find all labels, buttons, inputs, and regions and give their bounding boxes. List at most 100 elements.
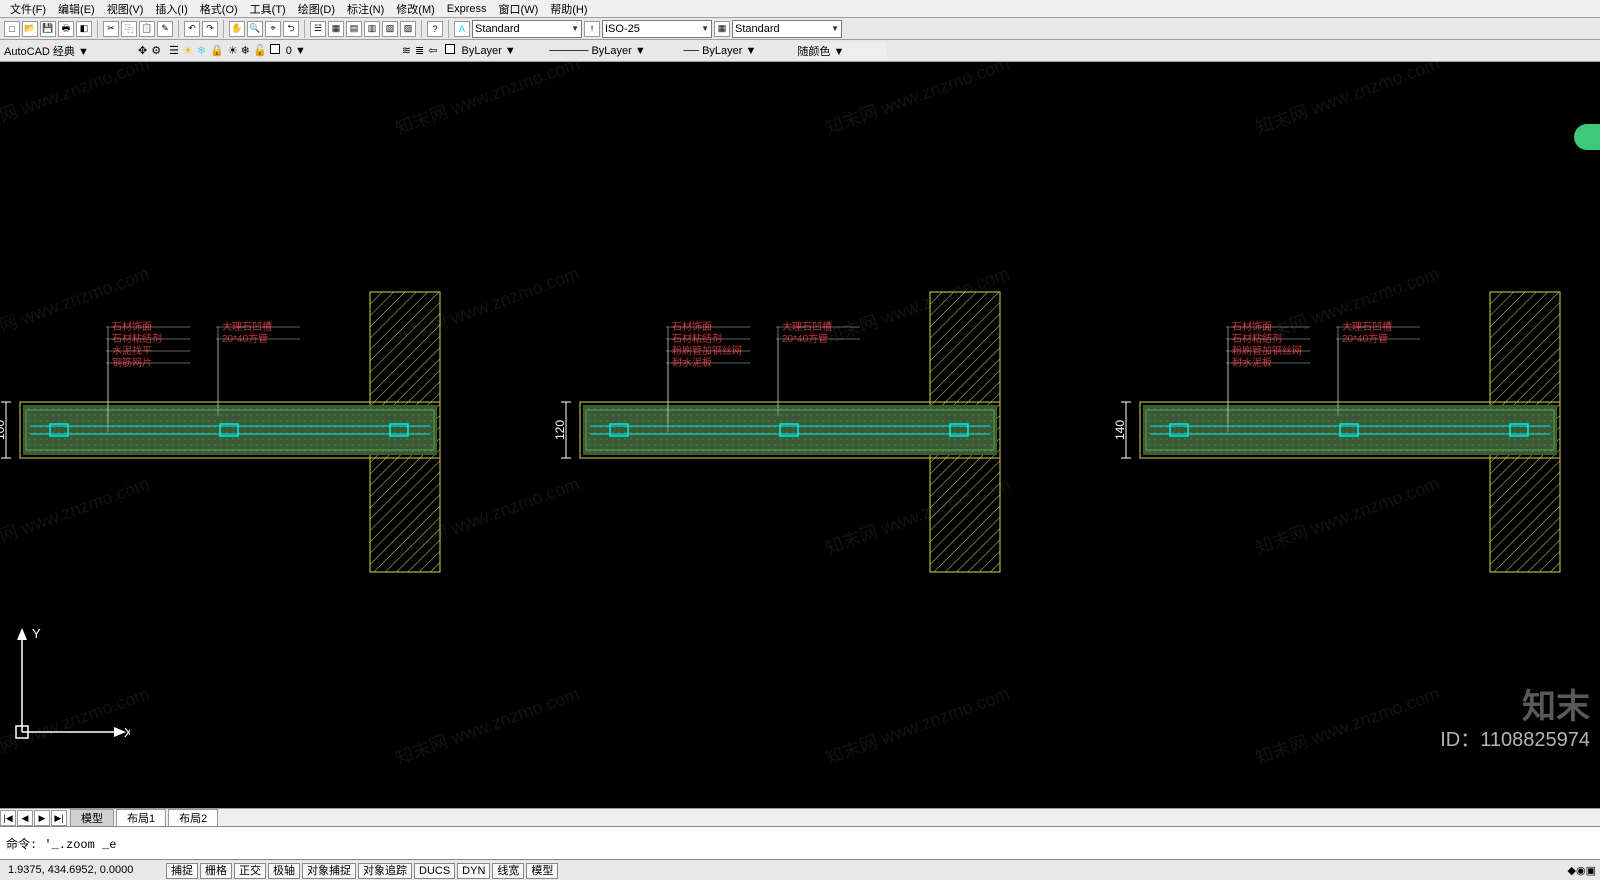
dcenter-icon[interactable]: ▦ [328, 21, 344, 37]
status-toggle-极轴[interactable]: 极轴 [268, 863, 300, 879]
tab-nav[interactable]: ▶| [51, 810, 67, 826]
tool-palette-icon[interactable]: ▤ [346, 21, 362, 37]
status-toggle-捕捉[interactable]: 捕捉 [166, 863, 198, 879]
menu-插入(I)[interactable]: 插入(I) [149, 1, 193, 17]
menu-视图(V)[interactable]: 视图(V) [101, 1, 150, 17]
text-a-icon[interactable]: A [454, 21, 470, 37]
status-toggle-对象追踪[interactable]: 对象追踪 [358, 863, 412, 879]
layer-freeze-icon[interactable]: ❄ [197, 44, 206, 57]
tab-nav[interactable]: |◀ [0, 810, 16, 826]
ucs-icon: Y X [10, 624, 130, 744]
match-icon[interactable]: ✎ [157, 21, 173, 37]
zoom-window-icon[interactable]: ⌖ [265, 21, 281, 37]
menu-绘图(D)[interactable]: 绘图(D) [292, 1, 341, 17]
paste-icon[interactable]: 📋 [139, 21, 155, 37]
toolbar-row-2: AutoCAD 经典 ▼ ✥ ⚙ ☰ ☀ ❄ 🔒 ☀ ❄ 🔓 0 ▼ ≋ ≣ ⇦… [0, 40, 1600, 62]
svg-text:大理石凹槽: 大理石凹槽 [222, 320, 272, 333]
menu-文件(F)[interactable]: 文件(F) [4, 1, 52, 17]
redo-icon[interactable]: ↷ [202, 21, 218, 37]
undo-icon[interactable]: ↶ [184, 21, 200, 37]
status-toggle-栅格[interactable]: 栅格 [200, 863, 232, 879]
lweight-combo[interactable]: ── ByLayer ▼ [683, 45, 793, 57]
table-style-value: Standard [735, 23, 780, 35]
layer-combo[interactable]: ☀ ❄ 🔓 0 ▼ [228, 44, 398, 57]
status-toggle-DUCS[interactable]: DUCS [414, 863, 455, 879]
svg-text:20*40方管: 20*40方管 [782, 332, 828, 345]
svg-text:石材饰面: 石材饰面 [672, 320, 712, 333]
save-icon[interactable]: 💾 [40, 21, 56, 37]
table-style-combo[interactable]: Standard ▼ [732, 20, 842, 38]
zoom-icon[interactable]: 🔍 [247, 21, 263, 37]
menu-窗口(W)[interactable]: 窗口(W) [493, 1, 545, 17]
menu-标注(N)[interactable]: 标注(N) [341, 1, 390, 17]
drawing-svg: 石材饰面石材粘结剂水泥找平钢筋网片大理石凹槽20*40方管100石材饰面石材粘结… [0, 62, 1600, 808]
dim-icon[interactable]: ⟊ [584, 21, 600, 37]
cut-icon[interactable]: ✂ [103, 21, 119, 37]
svg-text:耐水泥板: 耐水泥板 [672, 356, 712, 369]
tab-布局2[interactable]: 布局2 [168, 809, 218, 826]
view-cube-stub[interactable] [1574, 124, 1600, 150]
ltype-combo[interactable]: ───── ByLayer ▼ [549, 45, 679, 57]
chevron-down-icon: ▼ [635, 45, 646, 57]
table-icon[interactable]: ▦ [714, 21, 730, 37]
tab-布局1[interactable]: 布局1 [116, 809, 166, 826]
layer-iso-icon[interactable]: ≣ [415, 44, 424, 57]
layer-name: 0 [286, 45, 292, 57]
drawing-canvas[interactable]: 石材饰面石材粘结剂水泥找平钢筋网片大理石凹槽20*40方管100石材饰面石材粘结… [0, 62, 1600, 808]
copy-icon[interactable]: ⿻ [121, 21, 137, 37]
menu-格式(O)[interactable]: 格式(O) [194, 1, 244, 17]
layer-state-icon[interactable]: ≋ [402, 44, 411, 57]
menu-编辑(E)[interactable]: 编辑(E) [52, 1, 101, 17]
layer-on-icon[interactable]: ☀ [183, 44, 193, 57]
tray-icon[interactable]: ◆ [1568, 864, 1576, 877]
new-icon[interactable]: □ [4, 21, 20, 37]
print-icon[interactable]: 🖶 [58, 21, 74, 37]
tray-icon[interactable]: ▣ [1586, 864, 1596, 877]
status-toggle-对象捕捉[interactable]: 对象捕捉 [302, 863, 356, 879]
svg-text:粉刷管加钢丝网: 粉刷管加钢丝网 [672, 344, 742, 357]
chevron-down-icon: ▼ [833, 46, 844, 58]
coordinates: 1.9375, 434.6952, 0.0000 [4, 864, 164, 876]
tab-nav[interactable]: ▶ [34, 810, 50, 826]
sheetset-icon[interactable]: ▥ [364, 21, 380, 37]
status-toggle-DYN[interactable]: DYN [457, 863, 490, 879]
tab-模型[interactable]: 模型 [70, 809, 114, 826]
command-line[interactable]: 命令: '_.zoom _e [0, 826, 1600, 860]
color-combo[interactable]: ByLayer ▼ [445, 44, 545, 57]
zoom-prev-icon[interactable]: ⮌ [283, 21, 299, 37]
lweight-value: ByLayer [702, 45, 742, 57]
chevron-down-icon: ▼ [701, 24, 709, 33]
properties-icon[interactable]: ☱ [310, 21, 326, 37]
ws-settings-icon[interactable]: ✥ [138, 44, 147, 57]
svg-text:Y: Y [32, 626, 41, 641]
menu-帮助(H)[interactable]: 帮助(H) [544, 1, 593, 17]
menu-Express[interactable]: Express [441, 3, 493, 15]
plot-preview-icon[interactable]: ◧ [76, 21, 92, 37]
plotstyle-combo[interactable]: 随颜色 ▼ [797, 43, 887, 59]
calc-icon[interactable]: ▨ [400, 21, 416, 37]
layer-props-icon[interactable]: ☰ [169, 44, 179, 57]
svg-text:水泥找平: 水泥找平 [112, 344, 152, 357]
toolbar-row-1: □ 📂 💾 🖶 ◧ ✂ ⿻ 📋 ✎ ↶ ↷ ✋ 🔍 ⌖ ⮌ ☱ ▦ ▤ ▥ ▧ … [0, 18, 1600, 40]
dim-style-combo[interactable]: ISO-25 ▼ [602, 20, 712, 38]
status-toggle-模型[interactable]: 模型 [526, 863, 558, 879]
help-icon[interactable]: ? [427, 21, 443, 37]
svg-text:石材饰面: 石材饰面 [1232, 320, 1272, 333]
status-toggle-线宽[interactable]: 线宽 [492, 863, 524, 879]
workspace-combo[interactable]: AutoCAD 经典 ▼ [4, 43, 134, 59]
text-style-combo[interactable]: Standard ▼ [472, 20, 582, 38]
menu-修改(M)[interactable]: 修改(M) [390, 1, 441, 17]
open-icon[interactable]: 📂 [22, 21, 38, 37]
markup-icon[interactable]: ▧ [382, 21, 398, 37]
menu-工具(T)[interactable]: 工具(T) [244, 1, 292, 17]
layer-prev-icon[interactable]: ⇦ [428, 44, 437, 57]
layer-lock-icon[interactable]: 🔒 [210, 44, 224, 57]
cmd-current: 命令: '_.zoom _e [6, 835, 1594, 852]
svg-text:20*40方管: 20*40方管 [222, 332, 268, 345]
status-toggle-正交[interactable]: 正交 [234, 863, 266, 879]
layout-tabs: |◀◀▶▶|模型布局1布局2 [0, 808, 1600, 826]
tray-icon[interactable]: ◉ [1576, 864, 1586, 877]
ws-save-icon[interactable]: ⚙ [151, 44, 161, 57]
pan-icon[interactable]: ✋ [229, 21, 245, 37]
tab-nav[interactable]: ◀ [17, 810, 33, 826]
